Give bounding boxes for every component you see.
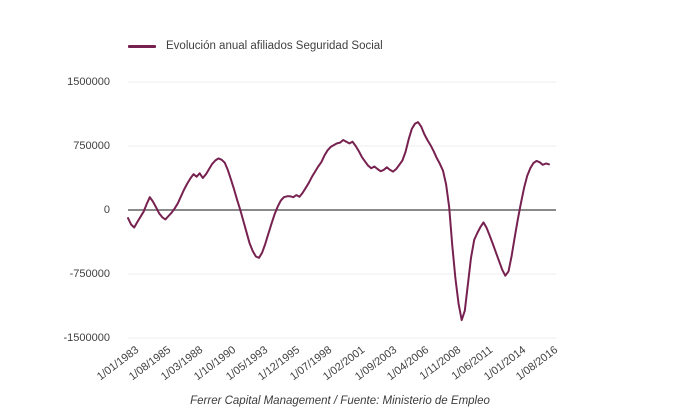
y-tick-label: 1500000 <box>67 76 110 88</box>
y-tick-label: -750000 <box>69 268 110 280</box>
series-line <box>127 121 550 322</box>
y-tick-label: 0 <box>103 204 110 216</box>
y-tick-label: 750000 <box>73 140 110 152</box>
chart-legend: Evolución anual afiliados Seguridad Soci… <box>128 39 383 53</box>
legend-line-swatch <box>128 44 156 48</box>
y-tick-label: -1500000 <box>63 332 111 344</box>
legend-label: Evolución anual afiliados Seguridad Soci… <box>166 40 383 52</box>
chart-source-caption: Ferrer Capital Management / Fuente: Mini… <box>190 395 490 407</box>
